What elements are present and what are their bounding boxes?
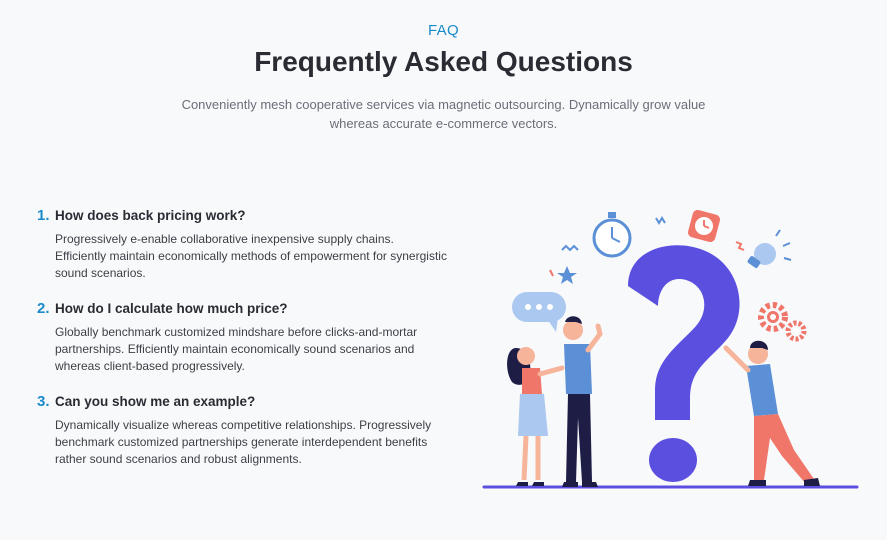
faq-question[interactable]: How does back pricing work? [55, 208, 246, 223]
faq-eyebrow: FAQ [428, 22, 459, 39]
faq-question[interactable]: Can you show me an example? [55, 394, 256, 409]
star-icon [557, 266, 577, 284]
faq-question-row[interactable]: 1. How does back pricing work? [37, 207, 457, 224]
page-title: Frequently Asked Questions [254, 46, 633, 77]
woman-figure [507, 347, 565, 486]
stopwatch-icon [592, 212, 632, 258]
gear-icon [758, 302, 807, 342]
clock-icon [687, 209, 721, 243]
faq-number: 2. [37, 300, 50, 317]
page-subtitle: Conveniently mesh cooperative services v… [181, 97, 706, 131]
man-figure [562, 316, 603, 487]
squiggle-icon [549, 269, 554, 277]
faq-number: 3. [37, 393, 50, 410]
faq-item-2[interactable]: 2. How do I calculate how much price? Gl… [37, 300, 457, 375]
pushing-man-figure [723, 340, 820, 486]
faq-question[interactable]: How do I calculate how much price? [55, 301, 288, 316]
faq-answer: Progressively e-enable collaborative ine… [55, 232, 447, 280]
faq-item-3[interactable]: 3. Can you show me an example? Dynamical… [37, 393, 457, 468]
question-mark-icon [628, 245, 740, 482]
faq-answer: Dynamically visualize whereas competitiv… [55, 418, 432, 466]
faq-question-row[interactable]: 2. How do I calculate how much price? [37, 300, 457, 317]
lightbulb-icon [747, 229, 792, 268]
faq-illustration [482, 209, 859, 489]
faq-list: 1. How does back pricing work? Progressi… [37, 207, 457, 486]
squiggle-icon [735, 241, 745, 251]
faq-answer: Globally benchmark customized mindshare … [55, 325, 418, 373]
faq-item-1[interactable]: 1. How does back pricing work? Progressi… [37, 207, 457, 282]
faq-question-row[interactable]: 3. Can you show me an example? [37, 393, 457, 410]
squiggle-icon [561, 244, 579, 252]
speech-bubble-icon [512, 292, 566, 332]
squiggle-icon [655, 216, 666, 225]
faq-number: 1. [37, 207, 50, 224]
